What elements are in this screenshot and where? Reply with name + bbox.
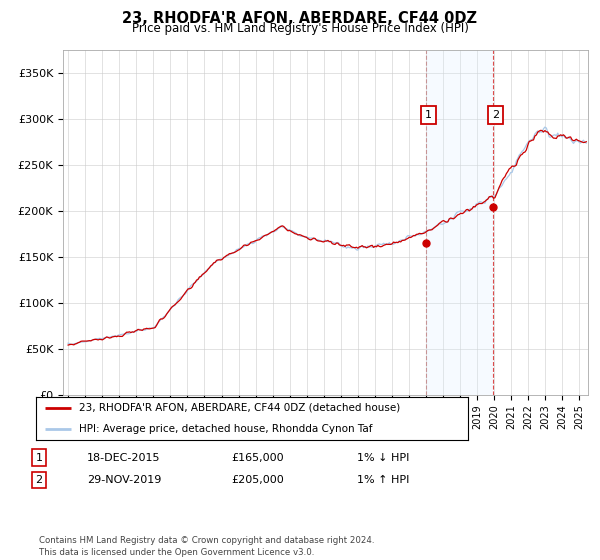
- Text: £205,000: £205,000: [231, 475, 284, 485]
- Text: 18-DEC-2015: 18-DEC-2015: [87, 452, 161, 463]
- Text: 23, RHODFA'R AFON, ABERDARE, CF44 0DZ: 23, RHODFA'R AFON, ABERDARE, CF44 0DZ: [122, 11, 478, 26]
- Text: £165,000: £165,000: [231, 452, 284, 463]
- Text: 23, RHODFA'R AFON, ABERDARE, CF44 0DZ (detached house): 23, RHODFA'R AFON, ABERDARE, CF44 0DZ (d…: [79, 403, 400, 413]
- Text: 2: 2: [492, 110, 499, 120]
- Text: 1% ↓ HPI: 1% ↓ HPI: [357, 452, 409, 463]
- Text: 29-NOV-2019: 29-NOV-2019: [87, 475, 161, 485]
- Text: 1: 1: [425, 110, 431, 120]
- Text: 1% ↑ HPI: 1% ↑ HPI: [357, 475, 409, 485]
- Text: 1: 1: [35, 452, 43, 463]
- Text: Contains HM Land Registry data © Crown copyright and database right 2024.
This d: Contains HM Land Registry data © Crown c…: [39, 536, 374, 557]
- Text: 2: 2: [35, 475, 43, 485]
- Text: Price paid vs. HM Land Registry's House Price Index (HPI): Price paid vs. HM Land Registry's House …: [131, 22, 469, 35]
- Bar: [425, 50, 493, 395]
- Text: HPI: Average price, detached house, Rhondda Cynon Taf: HPI: Average price, detached house, Rhon…: [79, 424, 373, 434]
